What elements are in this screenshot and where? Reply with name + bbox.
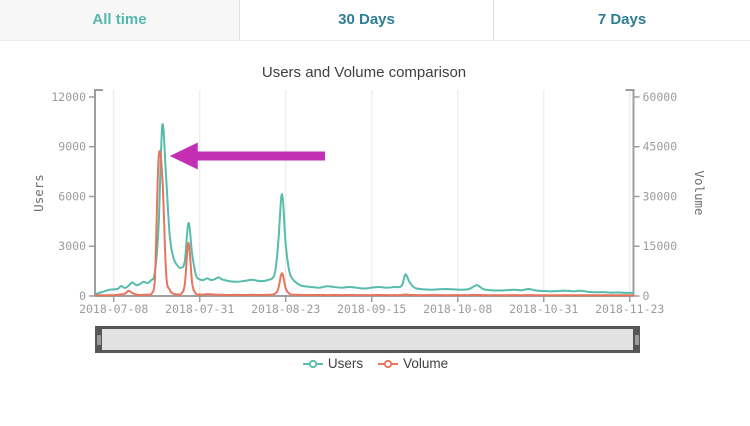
x-tick-label: 2018-09-15 (337, 302, 406, 316)
chart-legend: Users Volume (0, 356, 750, 371)
y-right-tick-label: 30000 (643, 189, 678, 203)
y-left-tick-label: 3000 (58, 239, 86, 253)
right-axis-line (625, 89, 635, 296)
y-right-tick-label: 15000 (643, 239, 678, 253)
volume-series-line (94, 150, 635, 297)
x-tick-label: 2018-07-08 (79, 302, 148, 316)
tab-30-days[interactable]: 30 Days (240, 0, 494, 40)
time-range-tab-bar: All time 30 Days 7 Days (0, 0, 750, 41)
legend-label-volume: Volume (403, 356, 449, 371)
y-right-tick-label: 0 (643, 289, 650, 303)
users-line-marker-icon (302, 359, 323, 368)
y-left-tick-label: 0 (79, 289, 86, 303)
y-left-tick-label: 12000 (51, 90, 86, 104)
legend-item-users[interactable]: Users (302, 356, 363, 371)
x-tick-label: 2018-10-31 (509, 302, 578, 316)
legend-label-users: Users (327, 356, 364, 371)
x-tick-label: 2018-10-08 (423, 302, 492, 316)
range-slider-handle-right[interactable] (634, 334, 639, 345)
y-right-axis-title: Volume (692, 170, 707, 215)
range-slider[interactable] (95, 326, 640, 353)
y-right-tick-label: 60000 (643, 90, 678, 104)
x-tick-label: 2018-08-23 (251, 302, 320, 316)
users-series-line (94, 123, 635, 296)
y-left-axis-title: Users (31, 174, 46, 212)
tab-7-days[interactable]: 7 Days (494, 0, 750, 40)
left-axis-line (94, 89, 103, 296)
users-volume-line-chart[interactable]: 0 3000 6000 9000 12000 0 15000 30000 45000 60000 2… (0, 50, 750, 326)
x-tick-label: 2018-07-31 (165, 302, 234, 316)
x-tick-label: 2018-11-23 (595, 302, 664, 316)
tab-all-time[interactable]: All time (0, 0, 240, 40)
legend-item-volume[interactable]: Volume (377, 356, 448, 371)
y-left-tick-label: 9000 (58, 140, 86, 154)
y-left-tick-label: 6000 (58, 189, 86, 203)
annotation-arrow (169, 142, 325, 170)
y-right-tick-label: 45000 (643, 140, 678, 154)
chart-title: Users and Volume comparison (261, 64, 467, 81)
volume-line-marker-icon (378, 359, 399, 368)
range-slider-handle-left[interactable] (96, 334, 101, 345)
